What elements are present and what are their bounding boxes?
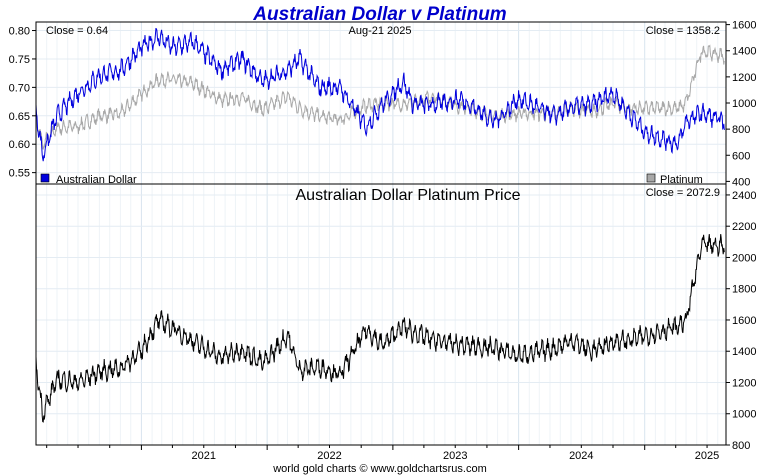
bottom-right-tick-label: 800 [732, 440, 750, 452]
platinum-series-line [35, 44, 725, 150]
footer-credit: world gold charts © www.goldchartsrus.co… [272, 463, 487, 475]
x-axis: 2021 2022 2023 2024 2025 [46, 445, 719, 462]
top-left-tick-label: 0.65 [9, 111, 30, 123]
top-date-label: Aug-21 2025 [349, 25, 412, 37]
bottom-panel-title: Australian Dollar Platinum Price [296, 187, 521, 204]
bottom-panel-frame [35, 183, 727, 446]
bottom-close-right: Close = 2072.9 [646, 187, 720, 199]
bottom-right-tick-label: 1200 [732, 377, 756, 389]
top-right-tick-label: 600 [732, 150, 750, 162]
top-right-tick-label: 800 [732, 124, 750, 136]
top-panel: 0.80 0.75 0.70 0.65 0.60 0.55 1600 1400 1200 1000… [9, 20, 757, 189]
legend-aud-label: Australian Dollar [56, 174, 137, 186]
top-left-tick-label: 0.70 [9, 82, 30, 94]
bottom-right-tick-label: 1600 [732, 315, 756, 327]
top-right-tick-label: 1000 [732, 98, 756, 110]
top-left-tick-label: 0.80 [9, 26, 30, 38]
aud-series-line [35, 27, 725, 162]
top-left-tick-label: 0.60 [9, 139, 30, 151]
bottom-panel: 2400 2200 2000 1800 1600 1400 1200 1000 800 Austr… [35, 183, 756, 452]
bottom-right-tick-label: 2400 [732, 190, 756, 202]
x-tick-label: 2022 [317, 450, 341, 462]
x-tick-label: 2023 [443, 450, 467, 462]
top-close-left: Close = 0.64 [46, 25, 108, 37]
top-right-tick-label: 1400 [732, 46, 756, 58]
legend-aud-swatch [40, 173, 50, 183]
bottom-right-tick-label: 2200 [732, 221, 756, 233]
top-right-tick-label: 400 [732, 176, 750, 188]
bottom-right-tick-label: 2000 [732, 252, 756, 264]
chart-title: Australian Dollar v Platinum [252, 4, 506, 25]
bottom-right-tick-label: 1400 [732, 346, 756, 358]
x-tick-label: 2021 [192, 450, 216, 462]
legend-platinum-swatch [646, 173, 656, 183]
top-left-tick-label: 0.55 [9, 168, 30, 180]
top-close-right: Close = 1358.2 [646, 25, 720, 37]
aud-platinum-series-line [35, 234, 725, 423]
top-left-tick-label: 0.75 [9, 54, 30, 66]
top-right-tick-label: 1200 [732, 72, 756, 84]
bottom-right-tick-label: 1800 [732, 284, 756, 296]
bottom-right-tick-label: 1000 [732, 409, 756, 421]
top-right-tick-label: 1600 [732, 20, 756, 32]
x-tick-label: 2025 [695, 450, 719, 462]
legend-platinum-label: Platinum [660, 174, 703, 186]
x-tick-label: 2024 [569, 450, 593, 462]
